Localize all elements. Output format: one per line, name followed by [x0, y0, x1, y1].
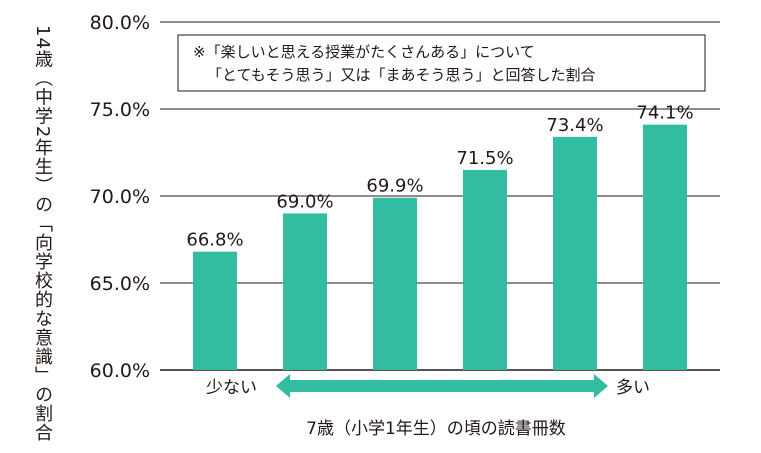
- annotation-line-2: 「とてもそう思う」又は「まあそう思う」と回答した割合: [207, 66, 596, 84]
- bar-value-label: 73.4%: [546, 115, 603, 136]
- annotation-frame: [177, 34, 706, 92]
- bar-value-label: 66.8%: [186, 230, 243, 251]
- bar: [283, 213, 327, 370]
- bars: [193, 124, 687, 370]
- annotation-line-1: ※「楽しいと思える授業がたくさんある」について: [193, 43, 535, 61]
- bar: [643, 124, 687, 370]
- x-right-label: 多い: [616, 378, 650, 398]
- grid-lines: [160, 21, 720, 371]
- value-labels: 66.8% 69.0% 69.9% 71.5% 73.4% 74.1%: [186, 103, 693, 251]
- x-left-label: 少ない: [206, 378, 257, 398]
- y-tick-label: 80.0%: [90, 12, 150, 34]
- bar-value-label: 69.0%: [276, 191, 333, 212]
- y-tick-label: 65.0%: [90, 273, 150, 295]
- bar: [373, 197, 417, 370]
- bar-value-label: 74.1%: [636, 103, 693, 124]
- bar-value-label: 69.9%: [366, 176, 423, 197]
- bar: [463, 169, 507, 370]
- bar: [553, 136, 597, 370]
- x-direction-arrow: 少ない 多い: [206, 374, 650, 398]
- y-tick-labels: 60.0% 65.0% 70.0% 75.0% 80.0%: [90, 12, 150, 382]
- bar: [193, 251, 237, 370]
- annotation-box: ※「楽しいと思える授業がたくさんある」について 「とてもそう思う」又は「まあそう…: [177, 34, 706, 92]
- y-axis-label: 14歳（中学2年生）の「向学校的な意識」の割合: [32, 25, 53, 443]
- double-arrow-icon: [276, 374, 608, 398]
- y-tick-label: 70.0%: [90, 186, 150, 208]
- bar-value-label: 71.5%: [456, 148, 513, 169]
- x-axis-label: 7歳（小学1年生）の頃の読書冊数: [306, 419, 566, 439]
- y-tick-label: 75.0%: [90, 99, 150, 121]
- y-tick-label: 60.0%: [90, 360, 150, 382]
